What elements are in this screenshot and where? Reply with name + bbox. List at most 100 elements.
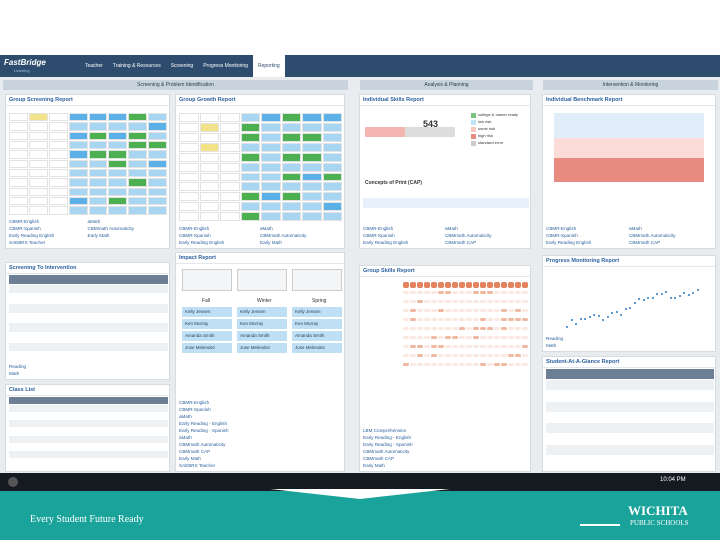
cell <box>424 363 430 366</box>
cell <box>108 178 128 187</box>
cell <box>88 140 108 150</box>
report-link[interactable]: Early Reading - English <box>179 421 228 426</box>
report-link[interactable]: CBMmath CAP <box>179 449 211 454</box>
report-link[interactable]: CBMmath CAP <box>363 456 395 461</box>
cell <box>199 192 219 202</box>
cell <box>220 142 240 152</box>
cell <box>9 159 28 168</box>
report-link[interactable]: CBMmath CAP <box>629 240 661 245</box>
cell <box>240 182 260 192</box>
cell <box>452 300 458 303</box>
cell <box>128 131 148 140</box>
report-link[interactable]: Early Reading - English <box>363 435 412 440</box>
report-link[interactable]: aMath <box>629 226 642 231</box>
panel-graphic: Fall Kelly Jensen Ken Murray Amanda Smith Jo… <box>179 265 343 401</box>
panel-graphic <box>363 278 529 427</box>
report-link[interactable]: CBMR-Spanish <box>9 226 41 231</box>
cell <box>261 152 281 162</box>
nav-tab[interactable]: Progress Monitoring <box>203 63 248 69</box>
report-link[interactable]: CBMR-Spanish <box>546 233 578 238</box>
cell <box>68 196 88 206</box>
report-link[interactable]: Early Math <box>260 240 282 245</box>
report-link[interactable]: CBMmath Automaticity <box>179 442 226 447</box>
report-link[interactable]: CBMmath Automaticity <box>87 226 134 231</box>
cell <box>417 345 423 348</box>
report-link[interactable]: CBMR-English <box>9 219 40 224</box>
cell <box>179 132 199 142</box>
report-link[interactable]: CBMmath CAP <box>445 240 477 245</box>
cell <box>546 412 714 423</box>
cell <box>473 336 479 339</box>
report-link[interactable]: Early Reading English <box>363 240 409 245</box>
cell <box>624 307 627 310</box>
report-link[interactable]: Early Math <box>363 463 385 468</box>
report-link[interactable]: CBMR-English <box>363 226 394 231</box>
report-link[interactable]: aMath <box>260 226 273 231</box>
section-header: Intervention & Monitoring <box>543 80 718 90</box>
cell <box>261 113 281 122</box>
cell <box>68 206 88 215</box>
report-link[interactable]: Reading <box>546 336 564 341</box>
report-link[interactable]: aMath <box>179 435 192 440</box>
cell <box>410 309 416 312</box>
report-link[interactable]: CBMR-English <box>179 226 210 231</box>
cell <box>522 318 528 321</box>
cell <box>199 152 219 162</box>
report-link[interactable]: CBMmath Automaticity <box>445 233 492 238</box>
report-link[interactable]: CBMR-Spanish <box>179 407 211 412</box>
nav-tab[interactable]: Training & Resources <box>112 63 161 69</box>
cell <box>445 327 451 330</box>
cell <box>148 122 167 131</box>
cell <box>240 212 260 222</box>
report-link[interactable]: SAEBRS Teacher <box>9 240 46 245</box>
nav-tab[interactable]: Screening <box>170 63 194 69</box>
report-link[interactable]: CBMR-English <box>179 400 210 405</box>
report-link[interactable]: LBM Comprehension <box>363 428 407 433</box>
report-link[interactable]: Math <box>9 371 20 376</box>
cell <box>9 284 168 294</box>
cell <box>554 138 704 158</box>
report-link[interactable]: CBMmath Automaticity <box>260 233 307 238</box>
report-link[interactable]: Math <box>546 343 557 348</box>
cell <box>179 192 199 202</box>
report-link[interactable]: Early Reading - Spanish <box>179 428 229 433</box>
cell <box>9 275 168 284</box>
report-link[interactable]: Early Math <box>87 233 110 238</box>
report-link[interactable]: aMath <box>445 226 458 231</box>
legend-label: standard error <box>478 140 504 145</box>
cell <box>179 142 199 152</box>
cell <box>473 354 479 357</box>
report-link[interactable]: Early Reading - Spanish <box>363 442 413 447</box>
cell <box>68 131 88 140</box>
cell <box>48 122 68 131</box>
nav-tabs: Teacher Training & Resources Screening Prog… <box>80 55 285 77</box>
report-link[interactable]: Early Reading English <box>546 240 592 245</box>
cell <box>431 282 437 288</box>
report-link[interactable]: aMath <box>179 414 192 419</box>
report-link[interactable]: Early Reading English <box>179 240 225 245</box>
cell <box>417 291 423 294</box>
cell <box>620 313 622 316</box>
report-link[interactable]: CBMR-Spanish <box>179 233 211 238</box>
cell <box>424 282 430 288</box>
panel-graphic: 543 college & career ready low risk some ri… <box>363 107 529 224</box>
report-link[interactable]: CBMR-English <box>546 226 577 231</box>
cell <box>515 336 521 339</box>
nav-tab[interactable]: Teacher <box>85 63 103 69</box>
report-link[interactable]: CBMmath Automaticity <box>363 449 410 454</box>
report-link[interactable]: CBMR-Spanish <box>363 233 395 238</box>
panel-graphic <box>546 268 714 334</box>
cell <box>148 168 167 178</box>
student-row: Ken Murray <box>182 319 232 329</box>
report-link[interactable]: aMath <box>87 219 101 224</box>
cell <box>403 291 409 294</box>
report-link[interactable]: Early Math <box>179 456 201 461</box>
cell <box>494 336 500 339</box>
report-link[interactable]: Early Reading English <box>9 233 55 238</box>
report-link[interactable]: SAEBRS Teacher <box>179 463 216 468</box>
report-link[interactable]: Reading <box>9 364 27 369</box>
nav-tab[interactable]: Reporting <box>252 55 285 77</box>
cell <box>466 282 472 288</box>
cell <box>199 113 219 122</box>
report-link[interactable]: CBMmath Automaticity <box>629 233 676 238</box>
